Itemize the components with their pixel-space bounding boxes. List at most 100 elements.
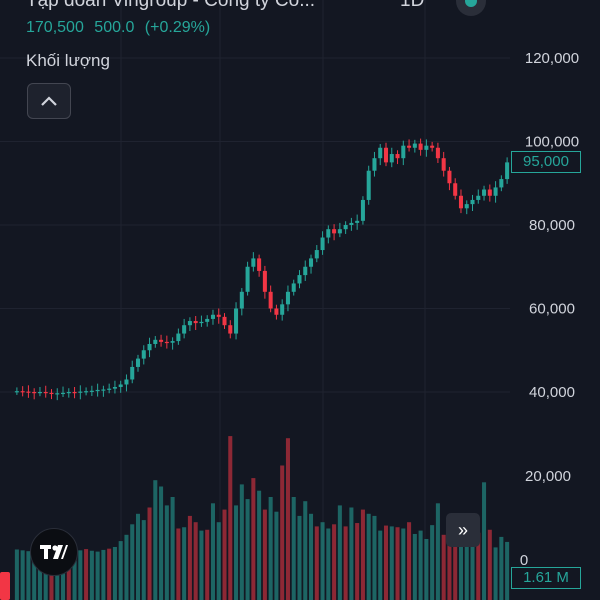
volume-bar <box>89 550 94 600</box>
candle-body <box>164 341 169 344</box>
volume-bar <box>95 551 100 600</box>
candle-body <box>314 250 319 259</box>
candle-body <box>309 258 314 267</box>
candle-body <box>378 147 383 159</box>
volume-bar <box>124 534 129 600</box>
candle-body <box>95 389 100 392</box>
volume-axis-label: 20,000 <box>525 468 571 485</box>
candle-body <box>245 266 250 292</box>
quote-summary: 170,500 500.0 (+0.29%) <box>26 19 216 37</box>
volume-bar <box>453 539 458 600</box>
volume-bar <box>61 549 66 600</box>
volume-bar <box>383 525 389 600</box>
volume-bar <box>280 465 285 600</box>
volume-bar <box>187 515 192 600</box>
volume-bar <box>182 527 187 600</box>
candle-body <box>135 358 141 367</box>
candle-body <box>320 237 325 251</box>
candle-body <box>355 220 360 223</box>
candle-body <box>112 386 117 389</box>
volume-bar <box>170 497 175 600</box>
volume-bar <box>176 528 181 600</box>
volume-bar <box>135 513 141 600</box>
volume-bar <box>72 552 77 600</box>
candle-body <box>141 350 146 359</box>
volume-bar <box>309 513 314 600</box>
volume-bar <box>505 541 510 600</box>
candle-body <box>476 195 481 200</box>
candle-body <box>395 154 400 159</box>
volume-bar <box>343 526 348 600</box>
candle-body <box>458 195 463 209</box>
candle-body <box>285 291 290 305</box>
candle-body <box>182 325 187 334</box>
status-dot-icon <box>465 0 477 7</box>
volume-bar <box>101 549 106 600</box>
candle-body <box>118 384 123 387</box>
candle-body <box>55 393 60 395</box>
candle-body <box>49 392 54 395</box>
volume-bar <box>20 550 25 600</box>
volume-bar <box>314 526 319 600</box>
volume-bar <box>78 550 83 600</box>
volume-bar <box>222 509 227 600</box>
candle-body <box>343 225 348 230</box>
volume-bar <box>332 524 337 600</box>
candle-body <box>170 341 175 343</box>
candle-body <box>505 162 510 180</box>
volume-bar <box>66 551 71 600</box>
candle-body <box>251 258 256 267</box>
volume-bar <box>320 522 325 600</box>
scroll-to-realtime-button[interactable]: » <box>446 513 480 547</box>
candle-body <box>372 158 377 171</box>
candle-body <box>297 275 302 284</box>
tradingview-logo-icon <box>40 545 68 559</box>
price-axis-label: 80,000 <box>529 217 575 234</box>
candle-body <box>268 291 273 309</box>
symbol-title[interactable]: Tập đoàn Vingroup - Công ty Cổ... <box>26 0 316 11</box>
candle-body <box>147 343 152 351</box>
candle-body <box>401 145 406 159</box>
tradingview-logo[interactable] <box>30 528 78 576</box>
price-axis-label: 40,000 <box>529 384 575 401</box>
price-axis-label: 60,000 <box>529 301 575 318</box>
candle-body <box>303 266 308 276</box>
candle-body <box>412 143 417 148</box>
candle-body <box>360 199 365 221</box>
volume-bar <box>430 525 435 600</box>
candle-body <box>487 189 492 196</box>
volume-bar <box>291 497 296 600</box>
volume-axis-label: 0 <box>520 552 528 569</box>
volume-bar <box>297 515 302 600</box>
volume-bar <box>268 497 273 600</box>
candle-body <box>337 229 342 234</box>
volume-bar <box>147 507 152 600</box>
interval-label[interactable]: 1D <box>400 0 425 11</box>
volume-bar <box>401 528 406 600</box>
candle-body <box>453 183 458 196</box>
volume-bar <box>355 523 360 600</box>
volume-bar <box>153 480 158 600</box>
candle-body <box>43 392 48 394</box>
volume-bar <box>493 547 498 600</box>
volume-bar <box>251 478 256 600</box>
volume-bar <box>424 539 429 600</box>
candle-body <box>61 392 66 395</box>
volume-bar <box>412 533 417 600</box>
volume-bar <box>234 505 239 600</box>
volume-bar <box>360 509 365 600</box>
volume-bar <box>43 551 48 600</box>
candle-body <box>239 291 244 309</box>
volume-bar <box>118 541 123 600</box>
candle-body <box>280 304 285 315</box>
candle-body <box>366 170 371 200</box>
volume-bar <box>245 499 250 600</box>
volume-bar <box>285 438 290 600</box>
volume-bar <box>26 551 31 600</box>
volume-bar <box>441 534 446 600</box>
volume-bar <box>303 501 308 600</box>
chevron-up-icon <box>41 96 57 106</box>
collapse-indicator-button[interactable] <box>27 83 71 119</box>
volume-bar <box>378 530 383 600</box>
